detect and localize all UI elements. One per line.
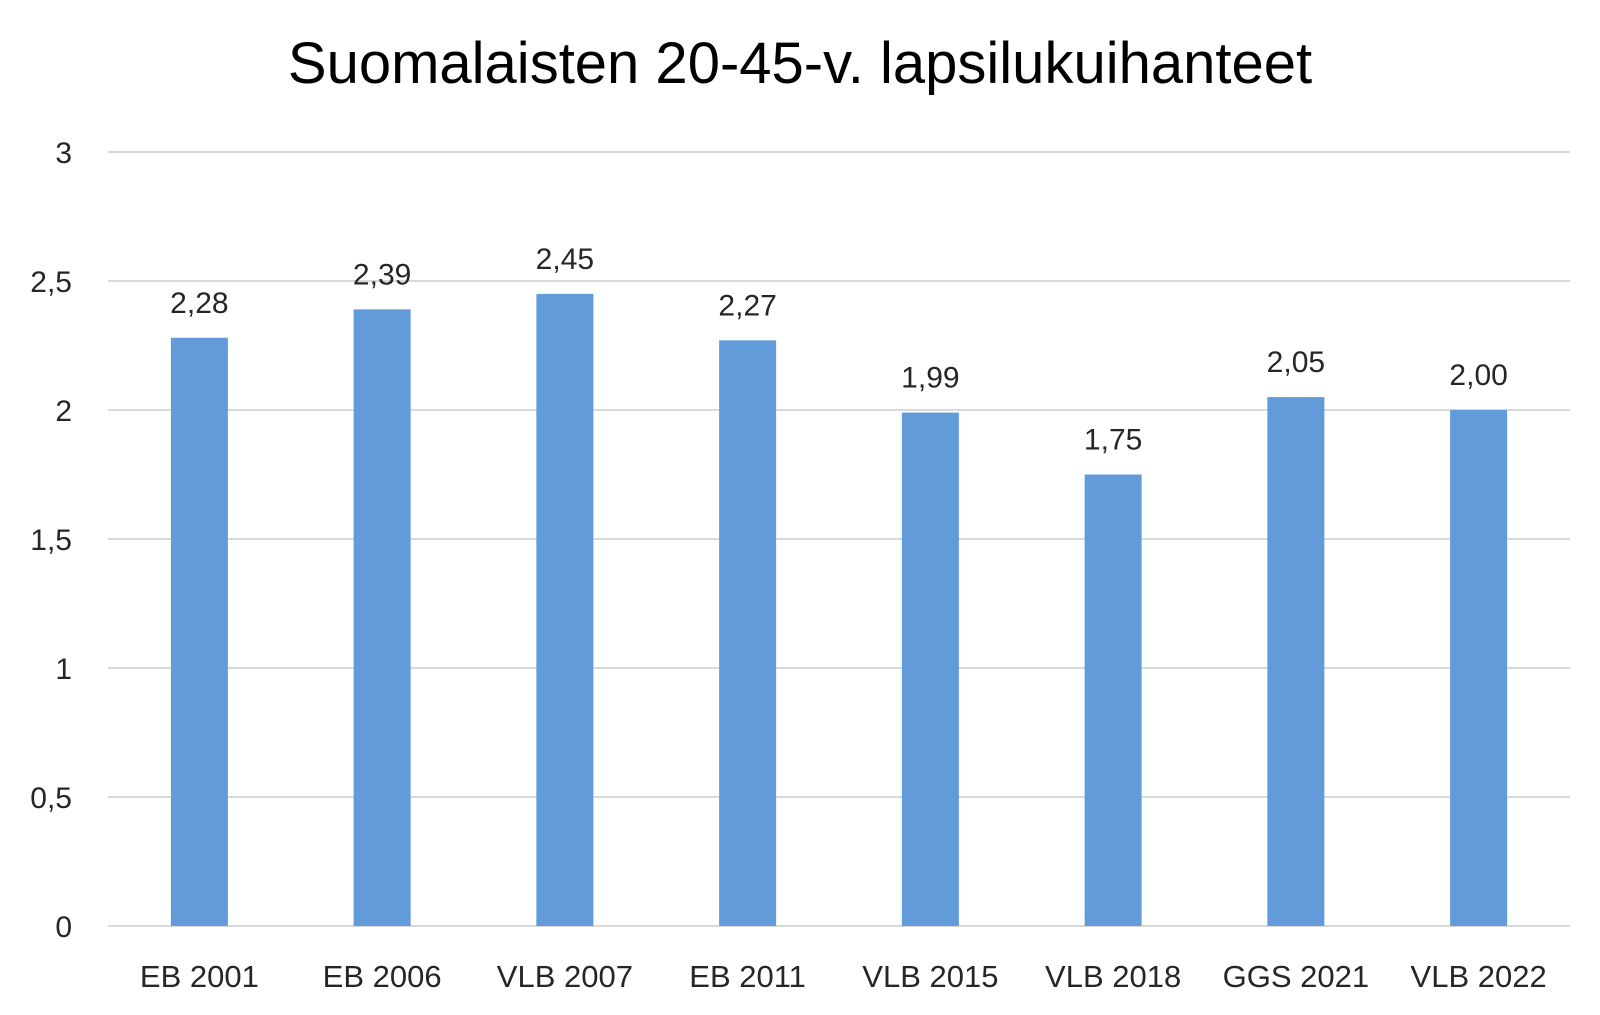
y-tick-label: 2,5 bbox=[30, 266, 72, 299]
x-axis-category-labels: EB 2001 EB 2006 VLB 2007 EB 2011 VLB 2015 VLB… bbox=[140, 959, 1547, 994]
data-label: 1,75 bbox=[1084, 424, 1142, 457]
data-label: 2,45 bbox=[536, 243, 594, 276]
chart-title: Suomalaisten 20-45-v. lapsilukuihanteet bbox=[287, 31, 1313, 96]
data-label: 2,27 bbox=[718, 289, 776, 322]
y-tick-label: 2 bbox=[55, 395, 72, 428]
bar bbox=[170, 337, 228, 926]
data-label: 2,39 bbox=[353, 258, 411, 291]
data-label: 1,99 bbox=[901, 362, 959, 395]
data-label: 2,28 bbox=[170, 287, 228, 320]
x-category-label: EB 2011 bbox=[689, 959, 806, 994]
x-category-label: VLB 2022 bbox=[1411, 959, 1547, 994]
data-label: 2,00 bbox=[1449, 359, 1507, 392]
y-tick-label: 1,5 bbox=[30, 524, 72, 557]
bars bbox=[170, 293, 1508, 927]
bar bbox=[536, 293, 594, 926]
bar bbox=[1450, 410, 1508, 926]
x-category-label: GGS 2021 bbox=[1223, 959, 1369, 994]
y-tick-label: 0,5 bbox=[30, 782, 72, 815]
y-tick-label: 0 bbox=[55, 911, 72, 944]
bar bbox=[719, 340, 777, 927]
bar bbox=[1267, 397, 1325, 927]
x-category-label: VLB 2007 bbox=[497, 959, 633, 994]
x-category-label: EB 2001 bbox=[140, 959, 259, 994]
bar bbox=[1084, 474, 1142, 926]
y-axis-tick-labels: 0 0,5 1 1,5 2 2,5 3 bbox=[30, 137, 72, 944]
bar bbox=[901, 412, 959, 927]
y-tick-label: 1 bbox=[55, 653, 72, 686]
data-label: 2,05 bbox=[1267, 346, 1325, 379]
x-category-label: VLB 2018 bbox=[1045, 959, 1181, 994]
bar bbox=[353, 309, 411, 926]
x-category-label: EB 2006 bbox=[323, 959, 442, 994]
x-category-label: VLB 2015 bbox=[862, 959, 998, 994]
y-tick-label: 3 bbox=[55, 137, 72, 170]
gridlines bbox=[108, 151, 1570, 927]
data-labels: 2,28 2,39 2,45 2,27 1,99 1,75 2,05 2,00 bbox=[170, 243, 1508, 457]
